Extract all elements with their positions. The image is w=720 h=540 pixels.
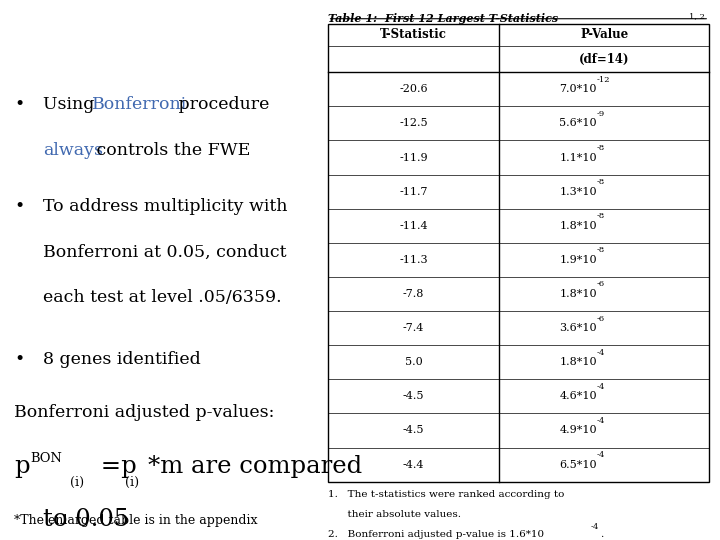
Text: P-Value: P-Value — [580, 29, 629, 42]
Text: -12: -12 — [597, 76, 611, 84]
Text: -6: -6 — [597, 315, 606, 322]
Text: T-Statistic: T-Statistic — [380, 29, 447, 42]
Text: 4.9*10: 4.9*10 — [559, 426, 597, 435]
Text: •: • — [14, 350, 24, 368]
Text: -4: -4 — [590, 523, 599, 531]
Text: -11.9: -11.9 — [399, 152, 428, 163]
Text: •: • — [14, 96, 24, 113]
Bar — [328, 24, 709, 482]
Text: -8: -8 — [597, 246, 606, 254]
Text: controls the FWE: controls the FWE — [91, 142, 251, 159]
Text: 1.1*10: 1.1*10 — [559, 152, 597, 163]
Text: Bonferroni: Bonferroni — [92, 96, 187, 113]
Text: -8: -8 — [597, 144, 606, 152]
Text: -4: -4 — [597, 383, 606, 391]
Text: each test at level .05/6359.: each test at level .05/6359. — [43, 289, 282, 306]
Text: 1.8*10: 1.8*10 — [559, 357, 597, 367]
Text: -4: -4 — [597, 451, 606, 459]
Text: 8 genes identified: 8 genes identified — [43, 350, 201, 368]
Text: (df=14): (df=14) — [579, 52, 629, 65]
Text: -4: -4 — [597, 349, 606, 357]
Text: BON: BON — [30, 452, 62, 465]
Text: -9: -9 — [597, 110, 606, 118]
Text: .: . — [600, 530, 603, 539]
Text: 5.0: 5.0 — [405, 357, 423, 367]
Text: 6.5*10: 6.5*10 — [559, 460, 597, 470]
Text: -7.4: -7.4 — [402, 323, 424, 333]
Text: To address multiplicity with: To address multiplicity with — [43, 198, 288, 215]
Text: Using: Using — [43, 96, 100, 113]
Text: 7.0*10: 7.0*10 — [559, 84, 597, 94]
Text: *The enlarged table is in the appendix: *The enlarged table is in the appendix — [14, 514, 258, 526]
Text: their absolute values.: their absolute values. — [328, 510, 461, 519]
Text: •: • — [14, 198, 24, 215]
Text: 1.8*10: 1.8*10 — [559, 221, 597, 231]
Text: -8: -8 — [597, 212, 606, 220]
Text: -11.7: -11.7 — [399, 187, 428, 197]
Text: 1.   The t-statistics were ranked according to: 1. The t-statistics were ranked accordin… — [328, 490, 564, 498]
Text: -4.5: -4.5 — [402, 392, 424, 401]
Text: -7.8: -7.8 — [402, 289, 424, 299]
Text: =p: =p — [93, 455, 137, 478]
Text: p: p — [14, 455, 30, 478]
Text: -4.5: -4.5 — [402, 426, 424, 435]
Text: 4.6*10: 4.6*10 — [559, 392, 597, 401]
Text: Bonferroni at 0.05, conduct: Bonferroni at 0.05, conduct — [43, 244, 287, 260]
Text: procedure: procedure — [173, 96, 269, 113]
Text: *m are compared: *m are compared — [148, 455, 362, 478]
Text: 5.6*10: 5.6*10 — [559, 118, 597, 129]
Text: always: always — [43, 142, 103, 159]
Text: -12.5: -12.5 — [399, 118, 428, 129]
Text: Table 1:  First 12 Largest T-Statistics: Table 1: First 12 Largest T-Statistics — [328, 14, 558, 24]
Text: 3.6*10: 3.6*10 — [559, 323, 597, 333]
Text: -8: -8 — [597, 178, 606, 186]
Text: 1, 2: 1, 2 — [689, 12, 705, 20]
Text: 1.3*10: 1.3*10 — [559, 187, 597, 197]
Text: -4: -4 — [597, 417, 606, 425]
Text: -11.4: -11.4 — [399, 221, 428, 231]
Text: -11.3: -11.3 — [399, 255, 428, 265]
Text: -4.4: -4.4 — [402, 460, 424, 470]
Text: 2.   Bonferroni adjusted p-value is 1.6*10: 2. Bonferroni adjusted p-value is 1.6*10 — [328, 530, 544, 539]
Text: (i): (i) — [125, 476, 140, 489]
Text: 1.8*10: 1.8*10 — [559, 289, 597, 299]
Text: to 0.05: to 0.05 — [43, 508, 130, 531]
Text: Bonferroni adjusted p-values:: Bonferroni adjusted p-values: — [14, 404, 275, 421]
Text: -20.6: -20.6 — [399, 84, 428, 94]
Text: 1.9*10: 1.9*10 — [559, 255, 597, 265]
Text: (i): (i) — [70, 476, 84, 489]
Text: -6: -6 — [597, 280, 606, 288]
